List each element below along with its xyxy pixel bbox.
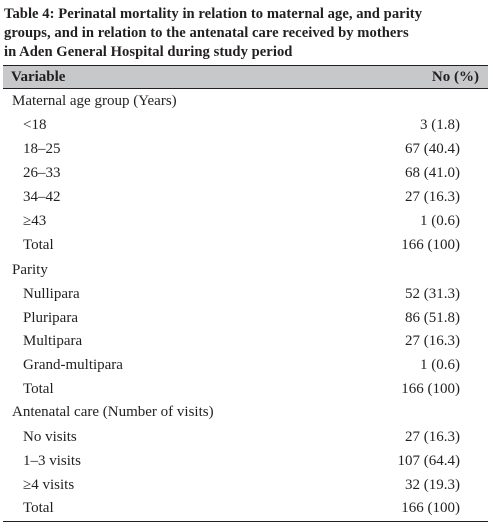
row-label: ≥4 visits xyxy=(23,477,75,493)
row-label: Multipara xyxy=(23,333,83,349)
row-value: 27 (16.3) xyxy=(405,429,460,445)
caption-line: Table 4: Perinatal mortality in relation… xyxy=(4,6,423,22)
column-header-no-pct: No (%) xyxy=(431,69,479,85)
table-row: No visits 27 (16.3) xyxy=(3,425,488,449)
table-row: ≥43 1 (0.6) xyxy=(3,209,488,233)
row-value: 166 (100) xyxy=(401,237,460,253)
row-value: 3 (1.8) xyxy=(420,117,460,133)
row-value: 52 (31.3) xyxy=(405,286,460,302)
row-value: 68 (41.0) xyxy=(405,165,460,181)
row-label: Grand-multipara xyxy=(23,357,123,373)
column-header-variable: Variable xyxy=(11,69,66,85)
row-value: 1 (0.6) xyxy=(420,357,460,373)
row-value: 1 (0.6) xyxy=(420,213,460,229)
table-row: 18–25 67 (40.4) xyxy=(3,137,488,161)
row-value: 107 (64.4) xyxy=(397,453,461,469)
row-label: Pluripara xyxy=(23,310,78,326)
table-row: Grand-multipara 1 (0.6) xyxy=(3,353,488,377)
table-row: ≥4 visits 32 (19.3) xyxy=(3,473,488,497)
row-label: 18–25 xyxy=(23,141,61,157)
row-label: <18 xyxy=(23,117,47,133)
table-caption: Table 4: Perinatal mortality in relation… xyxy=(4,5,488,62)
table-row: Multipara 27 (16.3) xyxy=(3,329,488,353)
table-row: 34–42 27 (16.3) xyxy=(3,185,488,209)
row-value: 27 (16.3) xyxy=(405,189,460,205)
row-label: Maternal age group (Years) xyxy=(12,93,177,109)
row-label: Nullipara xyxy=(23,286,80,302)
caption-line: groups, and in relation to the antenatal… xyxy=(4,25,409,41)
row-label: Antenatal care (Number of visits) xyxy=(12,404,214,420)
table-row-group-heading: Parity xyxy=(3,258,488,282)
table-row: 1–3 visits 107 (64.4) xyxy=(3,449,488,473)
row-label: Total xyxy=(23,381,54,397)
table-row: 26–33 68 (41.0) xyxy=(3,161,488,185)
row-value: 86 (51.8) xyxy=(405,310,460,326)
row-label: 34–42 xyxy=(23,189,61,205)
table-row-total: Total 166 (100) xyxy=(3,233,488,257)
table-row: <18 3 (1.8) xyxy=(3,113,488,137)
row-value: 166 (100) xyxy=(401,500,460,516)
caption-line: in Aden General Hospital during study pe… xyxy=(4,44,293,60)
table-row-group-heading: Maternal age group (Years) xyxy=(3,89,488,113)
row-label: No visits xyxy=(23,429,77,445)
table-header: Variable No (%) xyxy=(3,65,488,89)
row-label: 1–3 visits xyxy=(23,453,81,469)
row-label: Total xyxy=(23,237,54,253)
row-value: 67 (40.4) xyxy=(405,141,460,157)
table-bottom-rule xyxy=(3,521,488,522)
row-label: Total xyxy=(23,500,54,516)
table-row: Pluripara 86 (51.8) xyxy=(3,306,488,330)
row-label: 26–33 xyxy=(23,165,61,181)
row-label: ≥43 xyxy=(23,213,47,229)
table-row: Nullipara 52 (31.3) xyxy=(3,282,488,306)
row-value: 166 (100) xyxy=(401,381,460,397)
table-row-total: Total 166 (100) xyxy=(3,377,488,401)
row-value: 32 (19.3) xyxy=(405,477,460,493)
row-value: 27 (16.3) xyxy=(405,333,460,349)
row-label: Parity xyxy=(12,262,48,278)
table-row-group-heading: Antenatal care (Number of visits) xyxy=(3,400,488,424)
table-row-total: Total 166 (100) xyxy=(3,496,488,520)
